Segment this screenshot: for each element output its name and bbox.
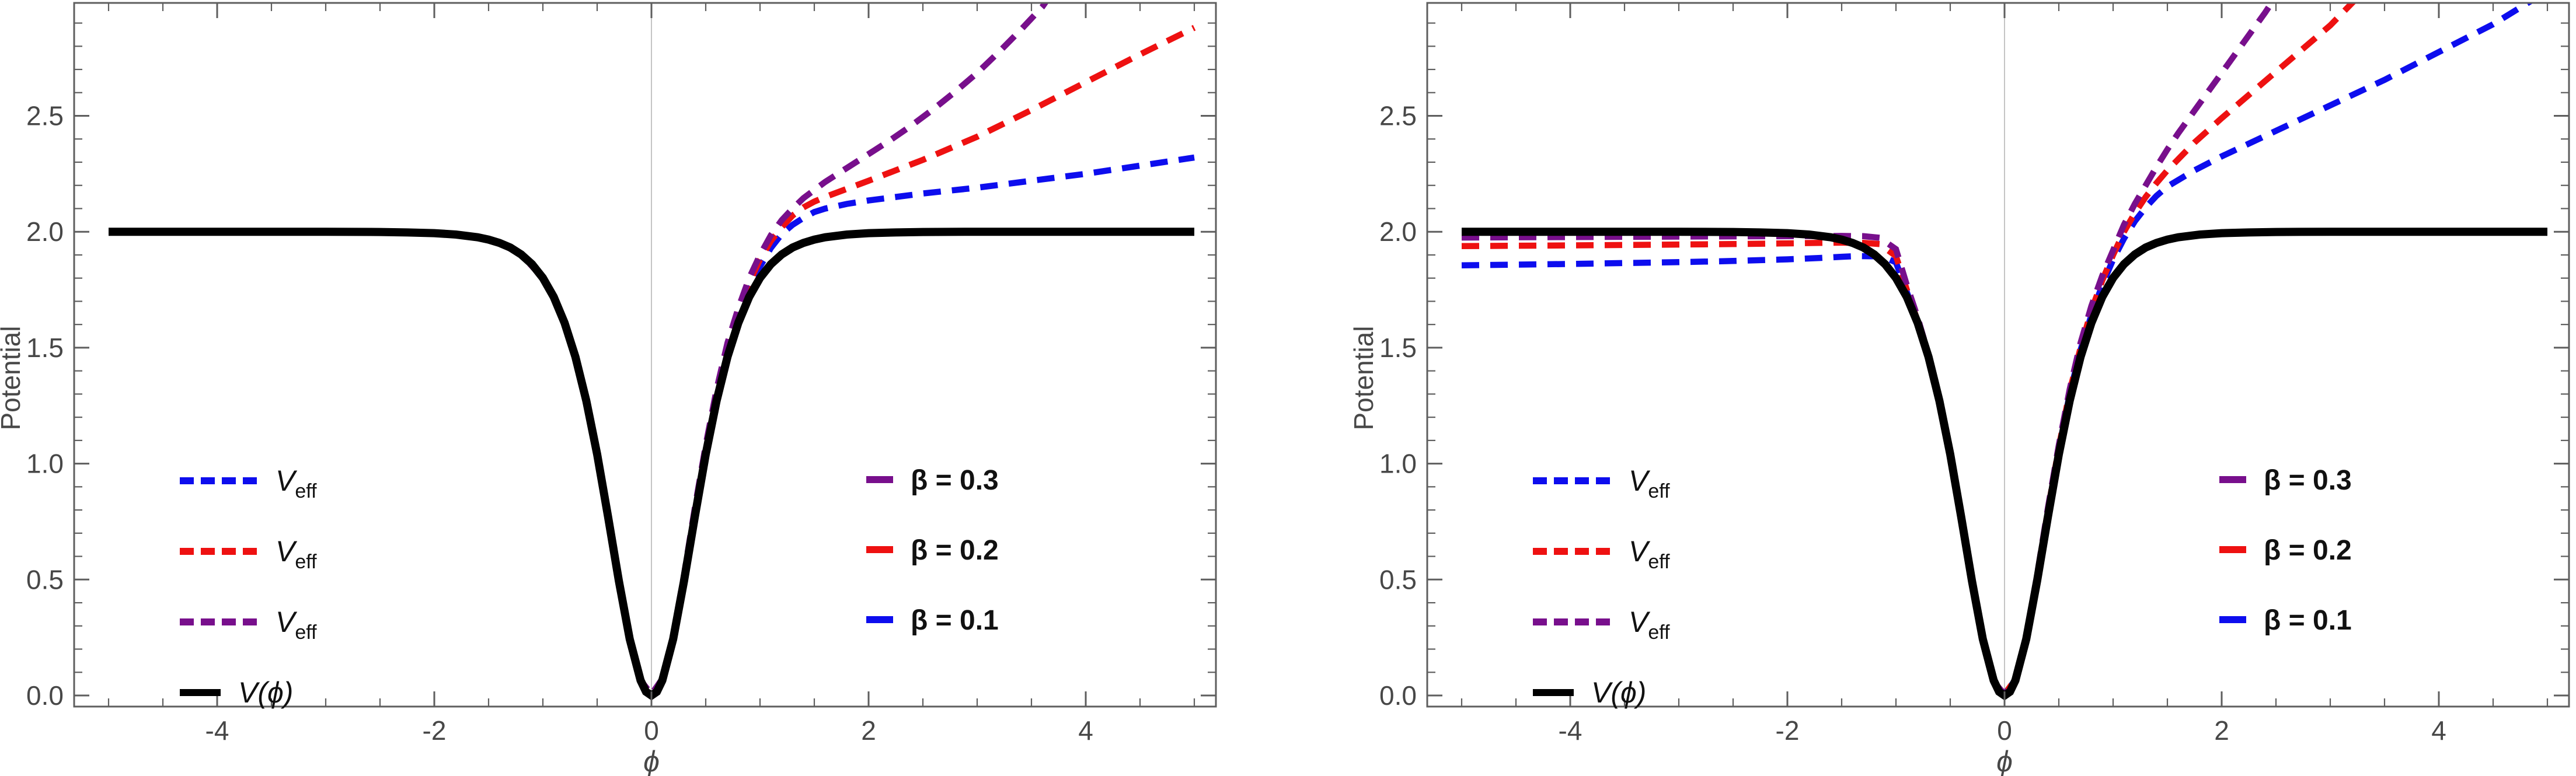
curve-v-eff-beta-0.1 [1461,3,2534,700]
y-tick-label: 0.0 [26,680,64,711]
x-tick-label: -2 [423,715,447,746]
legend-label-v-eff-2: Veff [1629,606,1670,644]
y-tick-label: 2.0 [26,216,64,247]
x-tick-label: 0 [644,715,659,746]
y-tick-label: 0.0 [1379,680,1417,711]
legend-label-beta-0: β = 0.3 [911,465,999,496]
plot-frame [1426,2,2570,708]
curve-v-eff-beta-0.3 [109,3,1049,700]
y-tick-label: 2.5 [26,101,64,131]
x-tick-label: -2 [1776,715,1800,746]
right-x-axis-label: ϕ [1996,745,2013,776]
y-tick-label: 1.5 [1379,333,1417,363]
left-plot-panel: Potential ϕ -4 -2 0 2 4 0.0 0.5 1.0 1.5 2.0 2.5 Vef… [0,2,1217,776]
legend-label-v-phi: V(ϕ) [1591,676,1646,709]
legend-label-v-eff-1: Veff [1629,535,1670,573]
legend-label-beta-2: β = 0.1 [911,605,999,636]
x-tick-label: 4 [2431,715,2446,746]
y-tick-label: 1.5 [26,333,64,363]
y-tick-label: 0.5 [1379,564,1417,595]
legend-label-v-phi: V(ϕ) [238,676,293,709]
curve-v-eff-beta-0.2 [1461,3,2357,700]
legend-label-v-eff-1: Veff [276,535,317,573]
plot-frame [73,2,1217,708]
x-tick-label: -4 [1559,715,1582,746]
legend-label-v-eff-0: Veff [1629,464,1670,502]
x-tick-label: 4 [1078,715,1093,746]
y-tick-label: 1.0 [1379,449,1417,479]
x-tick-label: 2 [861,715,876,746]
legend-label-v-eff-2: Veff [276,606,317,644]
legend-label-v-eff-0: Veff [276,464,317,502]
curve-v-eff-beta-0.3 [1461,3,2275,700]
x-tick-label: 0 [1997,715,2012,746]
right-plot-panel: Potential ϕ -4 -2 0 2 4 0.0 0.5 1.0 1.5 2.0 2.5 Vef… [1348,2,2570,776]
x-tick-label: -4 [205,715,229,746]
left-y-axis-label: Potential [0,326,26,430]
y-tick-label: 1.0 [26,449,64,479]
legend-label-beta-0: β = 0.3 [2264,465,2352,496]
right-y-axis-label: Potential [1348,326,1379,430]
legend-label-beta-1: β = 0.2 [911,535,999,566]
y-tick-label: 2.5 [1379,101,1417,131]
x-tick-label: 2 [2214,715,2229,746]
y-tick-label: 2.0 [1379,216,1417,247]
legend-label-beta-2: β = 0.1 [2264,605,2352,636]
legend-label-beta-1: β = 0.2 [2264,535,2352,566]
left-x-axis-label: ϕ [643,745,660,776]
y-tick-label: 0.5 [26,564,64,595]
